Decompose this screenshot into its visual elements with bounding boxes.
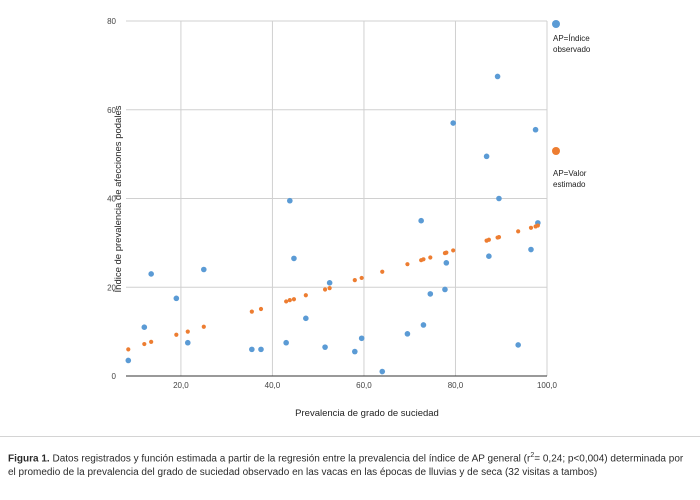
point-observed bbox=[322, 344, 328, 350]
point-estimated bbox=[327, 286, 332, 291]
point-estimated bbox=[149, 339, 154, 344]
point-estimated bbox=[486, 237, 491, 242]
point-observed bbox=[184, 339, 191, 346]
point-observed bbox=[326, 280, 333, 286]
point-observed bbox=[173, 295, 180, 302]
legend-label-observed: observado bbox=[553, 45, 591, 54]
point-observed bbox=[141, 324, 148, 330]
point-observed bbox=[528, 246, 534, 253]
tick-labels: 0 20 40 60 80 20,0 40,0 60,0 80,0 100,0 bbox=[107, 17, 557, 390]
gridlines bbox=[126, 20, 548, 376]
point-observed bbox=[352, 348, 358, 355]
point-estimated bbox=[303, 293, 308, 298]
data-points bbox=[125, 73, 541, 375]
point-observed bbox=[287, 197, 293, 204]
point-observed bbox=[515, 342, 521, 348]
legend-label-estimated: estimado bbox=[553, 180, 586, 189]
point-observed bbox=[442, 286, 448, 293]
y-axis-title: Índice de prevalencia de afecciones poda… bbox=[113, 105, 124, 292]
point-estimated bbox=[528, 225, 534, 230]
point-observed bbox=[125, 357, 132, 364]
point-estimated bbox=[496, 235, 502, 240]
caption-text-part1: Datos registrados y función estimada a p… bbox=[49, 453, 531, 465]
legend-marker-observed bbox=[552, 20, 560, 28]
point-estimated bbox=[287, 298, 292, 303]
point-observed bbox=[283, 339, 289, 346]
point-estimated bbox=[142, 341, 147, 347]
point-observed bbox=[486, 253, 492, 259]
point-observed bbox=[420, 322, 427, 328]
point-observed bbox=[249, 346, 255, 353]
point-estimated bbox=[421, 257, 426, 262]
caption-divider bbox=[0, 436, 700, 437]
point-observed bbox=[379, 368, 386, 375]
legend-marker-estimated bbox=[552, 147, 560, 155]
point-observed bbox=[443, 260, 450, 266]
point-observed bbox=[404, 331, 411, 337]
point-estimated bbox=[444, 250, 449, 255]
point-estimated bbox=[428, 255, 433, 260]
point-observed bbox=[532, 126, 539, 133]
point-estimated bbox=[258, 306, 264, 312]
caption-text-part2: = 0,24; p<0,004) determinada por el prom… bbox=[8, 453, 684, 479]
point-observed bbox=[291, 255, 297, 262]
point-estimated bbox=[284, 299, 289, 304]
point-observed bbox=[418, 217, 424, 224]
x-tick-label: 80,0 bbox=[448, 381, 464, 390]
point-observed bbox=[358, 335, 365, 342]
legend-label-estimated: AP=Valor bbox=[553, 169, 587, 178]
x-tick-label: 20,0 bbox=[173, 381, 189, 390]
point-estimated bbox=[516, 229, 521, 234]
point-estimated bbox=[359, 275, 364, 281]
point-observed bbox=[450, 120, 456, 126]
y-tick-label: 0 bbox=[112, 372, 117, 381]
x-tick-label: 100,0 bbox=[537, 381, 558, 390]
point-estimated bbox=[201, 324, 206, 329]
caption-label: Figura 1. bbox=[8, 453, 50, 465]
y-tick-label: 80 bbox=[107, 17, 116, 26]
point-observed bbox=[148, 271, 154, 277]
point-observed bbox=[494, 73, 501, 80]
legend-label-observed: AP=Índice bbox=[553, 34, 590, 43]
point-estimated bbox=[352, 278, 357, 283]
point-observed bbox=[496, 195, 502, 202]
point-estimated bbox=[185, 329, 190, 334]
y-tick-label: 40 bbox=[107, 195, 116, 204]
point-estimated bbox=[451, 248, 456, 253]
legend: AP=Índice observado AP=Valor estimado bbox=[552, 20, 591, 189]
point-observed bbox=[303, 315, 309, 322]
point-observed bbox=[258, 346, 264, 353]
point-estimated bbox=[249, 309, 254, 314]
point-estimated bbox=[405, 262, 410, 267]
point-estimated bbox=[291, 297, 297, 302]
caption-superscript: 2 bbox=[530, 452, 535, 459]
point-estimated bbox=[322, 287, 328, 292]
x-tick-label: 60,0 bbox=[356, 381, 372, 390]
x-tick-label: 40,0 bbox=[265, 381, 281, 390]
point-estimated bbox=[380, 269, 385, 274]
point-estimated bbox=[126, 347, 131, 352]
point-observed bbox=[483, 153, 490, 160]
point-observed bbox=[200, 266, 207, 273]
point-estimated bbox=[535, 223, 540, 228]
y-tick-label: 20 bbox=[107, 283, 116, 292]
x-axis-title: Prevalencia de grado de suciedad bbox=[295, 408, 439, 419]
point-estimated bbox=[174, 332, 179, 337]
point-observed bbox=[427, 291, 434, 297]
scatter-chart: 0 20 40 60 80 20,0 40,0 60,0 80,0 100,0 Prevalenc… bbox=[107, 17, 591, 419]
y-tick-label: 60 bbox=[107, 106, 116, 115]
figure-caption: Figura 1. Datos registrados y función es… bbox=[8, 449, 692, 480]
